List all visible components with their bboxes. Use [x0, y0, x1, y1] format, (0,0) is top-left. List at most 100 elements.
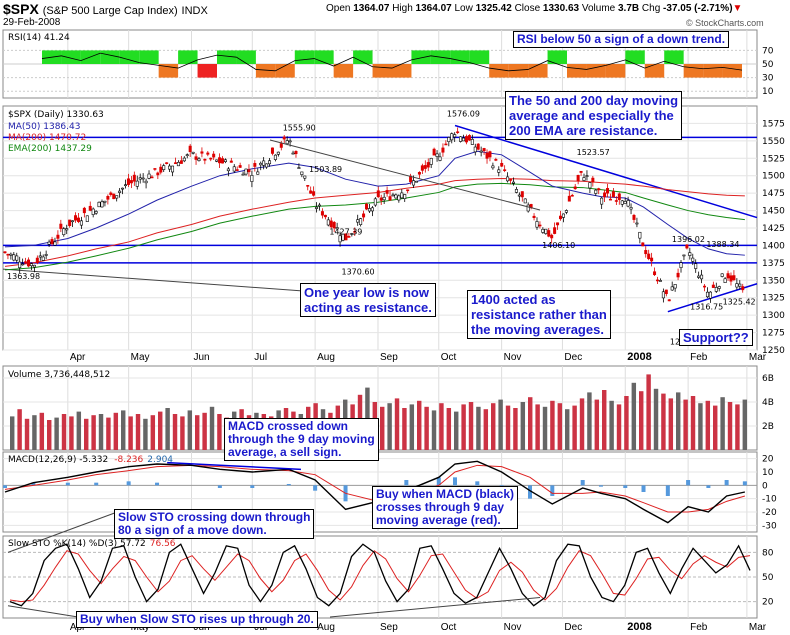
candle-body [385, 190, 389, 194]
volume-bar [565, 409, 570, 450]
candle-body [667, 299, 671, 302]
candle-body [118, 190, 122, 193]
candle-body [179, 160, 183, 164]
candle-body [606, 188, 610, 194]
candle-body [497, 169, 501, 173]
candle-body [629, 207, 633, 210]
volume-bar [180, 416, 185, 450]
volume-bar [461, 404, 466, 450]
candle-body [638, 231, 642, 239]
macd-legend: MACD(12,26,9) -5.332 -8.236 2.904 [8, 455, 173, 465]
candle-body [50, 239, 54, 244]
month-label: Mar [749, 622, 767, 633]
rsi-zone-orange [275, 64, 295, 78]
candle-body [432, 148, 436, 156]
volume-bar [609, 400, 614, 450]
candle-body [135, 180, 139, 187]
candle-body [85, 215, 89, 222]
volume-bar [557, 403, 563, 450]
candle-body [320, 211, 324, 216]
chart-date: 29-Feb-2008 [3, 17, 61, 28]
candle-body [585, 175, 589, 177]
volume-bar [690, 396, 696, 450]
candle-body [653, 271, 657, 276]
candle-body [597, 188, 601, 191]
candle-body [650, 257, 654, 262]
macd-histogram-bar [598, 485, 603, 487]
candle-body [694, 263, 698, 269]
volume-bar [32, 415, 37, 450]
rsi-tick-label: 70 [762, 46, 774, 56]
candle-body [276, 151, 280, 155]
candle-body [182, 157, 186, 162]
sto-buy-note: Buy when Slow STO rises up through 20. [76, 611, 318, 628]
candle-body [59, 223, 63, 229]
candle-body [115, 195, 119, 199]
candle-body [582, 177, 586, 181]
candle-body [541, 228, 545, 233]
price-point-label: 1523.57 [577, 148, 610, 157]
volume-bar [550, 400, 555, 450]
candle-body [479, 150, 483, 153]
macd-histogram-bar [641, 485, 646, 492]
candle-body [121, 187, 125, 190]
candle-body [323, 214, 327, 218]
volume-tick-label: 2B [762, 422, 774, 432]
candle-body [235, 169, 239, 171]
candle-body [256, 171, 260, 175]
candle-body [379, 197, 383, 201]
candle-body [38, 255, 42, 258]
volume-bar [439, 403, 444, 450]
down-arrow-icon: ▼ [732, 3, 743, 14]
candle-body [288, 140, 292, 143]
symbol-name: (S&P 500 Large Cap Index) [42, 5, 178, 17]
volume-bar [505, 405, 511, 450]
candle-body [444, 143, 448, 146]
volume-bar [143, 418, 148, 450]
candle-body [124, 184, 128, 187]
volume-bar [84, 418, 89, 450]
annotation-lines [269, 139, 541, 211]
rsi-zone-green [625, 50, 645, 64]
volume-bar [61, 414, 67, 450]
price-tick-label: 1450 [762, 207, 785, 217]
candle-body [226, 168, 230, 172]
macd-tick-label: -20 [762, 508, 777, 518]
rsi-zone-orange [586, 64, 606, 78]
volume-bar [165, 408, 170, 450]
candle-body [470, 139, 474, 145]
candle-body [535, 221, 539, 228]
sto-tick-label: 80 [762, 548, 774, 558]
macd-histogram-bar [580, 480, 585, 486]
volume-bar [54, 417, 59, 450]
volume-bar [128, 416, 133, 450]
volume-bar [720, 397, 725, 450]
candle-body [397, 195, 401, 201]
candle-body [556, 222, 560, 226]
rsi-tick-label: 30 [762, 74, 774, 84]
volume-bar [121, 410, 126, 450]
candle-body [576, 174, 580, 182]
rsi-tick-label: 10 [762, 87, 774, 97]
candle-body [564, 210, 568, 213]
candle-body [723, 278, 727, 283]
candle-body [473, 146, 477, 153]
macd-tick-label: -30 [762, 521, 777, 531]
close-label: Close [514, 3, 541, 14]
candle-body [241, 173, 245, 176]
volume-bar [39, 412, 45, 450]
candle-body [244, 168, 248, 175]
macd-histogram-bar [65, 482, 70, 486]
candle-body [350, 233, 354, 235]
price-point-label: 1406.10 [542, 241, 575, 250]
candle-body [644, 250, 648, 255]
sto-layer: 80 50 20 [3, 510, 774, 618]
candle-body [191, 151, 195, 154]
volume-tick-label: 4B [762, 398, 774, 408]
month-label: Jul [254, 352, 267, 363]
candle-body [626, 200, 630, 207]
candle-body [141, 177, 145, 180]
candle-body [705, 291, 709, 298]
candle-body [391, 194, 395, 197]
candle-body [658, 280, 662, 282]
